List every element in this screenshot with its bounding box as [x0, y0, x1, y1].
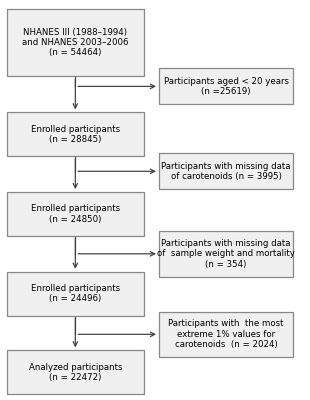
FancyBboxPatch shape: [7, 112, 144, 156]
Text: Participants with  the most
extreme 1% values for
carotenoids  (n = 2024): Participants with the most extreme 1% va…: [168, 320, 284, 349]
Text: NHANES III (1988–1994)
and NHANES 2003–2006
(n = 54464): NHANES III (1988–1994) and NHANES 2003–2…: [22, 28, 129, 58]
FancyBboxPatch shape: [159, 153, 293, 189]
FancyBboxPatch shape: [7, 272, 144, 316]
Text: Participants with missing data
of carotenoids (n = 3995): Participants with missing data of carote…: [161, 162, 291, 181]
FancyBboxPatch shape: [7, 9, 144, 76]
FancyBboxPatch shape: [159, 68, 293, 104]
Text: Analyzed participants
(n = 22472): Analyzed participants (n = 22472): [29, 362, 122, 382]
Text: Enrolled participants
(n = 24496): Enrolled participants (n = 24496): [31, 284, 120, 303]
FancyBboxPatch shape: [159, 231, 293, 276]
Text: Enrolled participants
(n = 28845): Enrolled participants (n = 28845): [31, 124, 120, 144]
FancyBboxPatch shape: [7, 350, 144, 394]
Text: Participants aged < 20 years
(n =25619): Participants aged < 20 years (n =25619): [164, 77, 289, 96]
Text: Participants with missing data
of  sample weight and mortality
(n = 354): Participants with missing data of sample…: [157, 239, 295, 269]
Text: Enrolled participants
(n = 24850): Enrolled participants (n = 24850): [31, 204, 120, 224]
FancyBboxPatch shape: [159, 312, 293, 357]
FancyBboxPatch shape: [7, 192, 144, 236]
